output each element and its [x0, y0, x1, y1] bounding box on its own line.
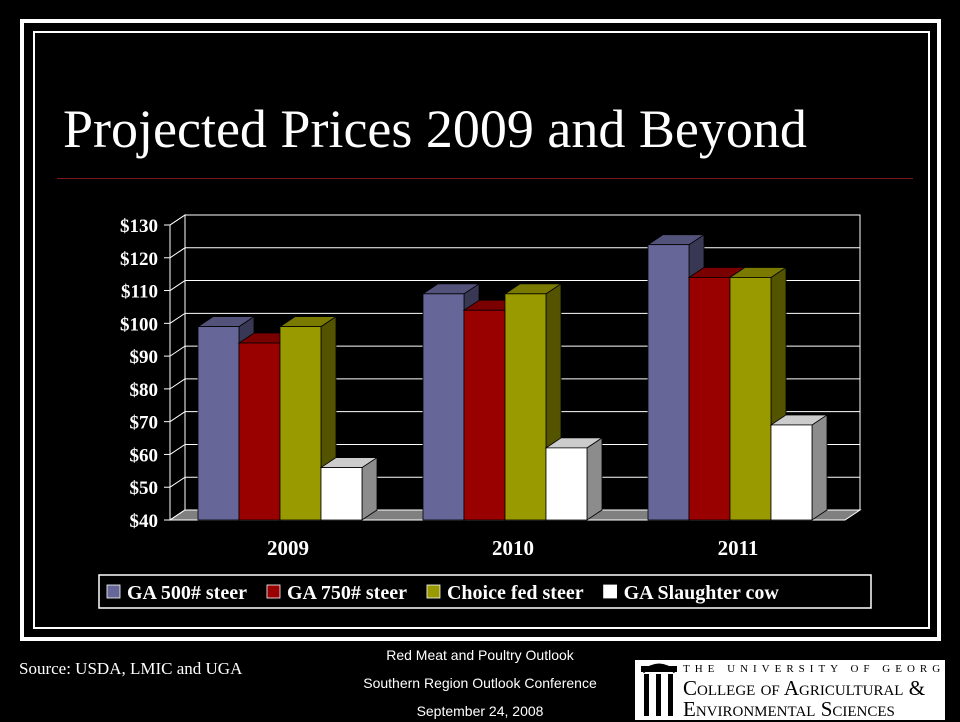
y-tick-label: $80 — [130, 380, 159, 401]
y-tick-label: $120 — [120, 249, 158, 270]
logo-line-1: THE UNIVERSITY OF GEORGIA — [683, 663, 960, 675]
slide-title: Projected Prices 2009 and Beyond — [63, 99, 807, 159]
y-tick-label: $60 — [130, 445, 159, 466]
conference-line-3: September 24, 2008 — [416, 703, 544, 719]
bar — [545, 447, 588, 521]
legend-swatch — [266, 584, 281, 599]
conference-line-2: Southern Region Outlook Conference — [363, 675, 597, 691]
bar — [279, 326, 322, 521]
title-underline — [57, 178, 913, 179]
gridline — [169, 247, 860, 259]
bar — [504, 293, 547, 521]
legend-label: GA 750# steer — [287, 582, 407, 604]
bar — [688, 277, 731, 521]
source-note: Source: USDA, LMIC and UGA — [19, 659, 243, 678]
gridline — [169, 345, 860, 357]
gridline — [169, 443, 860, 455]
gridline — [169, 411, 860, 423]
y-tick-label: $70 — [130, 413, 159, 434]
y-tick-label: $50 — [130, 478, 159, 499]
gridline — [169, 312, 860, 324]
y-tick-label: $130 — [120, 216, 158, 237]
gridline — [169, 378, 860, 390]
y-tick-label: $100 — [120, 314, 158, 335]
gridline — [169, 214, 860, 226]
y-tick-label: $90 — [130, 347, 159, 368]
bar — [238, 342, 281, 521]
bar-side — [811, 414, 828, 521]
legend-swatch — [106, 584, 121, 599]
x-tick-label: 2011 — [718, 536, 759, 560]
slide-inner-frame — [33, 31, 930, 629]
legend-box — [98, 574, 872, 609]
bar — [463, 309, 506, 521]
bar — [320, 467, 363, 521]
arch-icon — [641, 663, 677, 716]
bar-side — [361, 456, 378, 521]
uga-logo: THE UNIVERSITY OF GEORGIA College of Agr… — [635, 660, 960, 721]
legend-swatch — [426, 584, 441, 599]
bar — [770, 424, 813, 521]
x-tick-label: 2009 — [267, 536, 309, 560]
logo-line-2: College of Agricultural & — [683, 676, 926, 700]
bar — [647, 244, 690, 521]
legend-label: Choice fed steer — [447, 582, 584, 604]
y-tick-label: $40 — [130, 511, 159, 532]
logo-line-3: Environmental Sciences — [683, 697, 895, 721]
bar — [729, 277, 772, 521]
bar — [197, 326, 240, 521]
gridline — [169, 280, 860, 291]
legend-label: GA Slaughter cow — [624, 582, 780, 604]
plot-side-wall — [169, 214, 186, 521]
bar-side — [586, 437, 603, 521]
y-tick-label: $110 — [121, 282, 158, 303]
gridline — [169, 476, 860, 488]
legend-label: GA 500# steer — [127, 582, 247, 604]
conference-line-1: Red Meat and Poultry Outlook — [386, 647, 574, 663]
x-tick-label: 2010 — [492, 536, 534, 560]
slide-outer-frame — [20, 19, 941, 641]
bar — [422, 293, 465, 521]
legend-swatch — [603, 584, 617, 599]
